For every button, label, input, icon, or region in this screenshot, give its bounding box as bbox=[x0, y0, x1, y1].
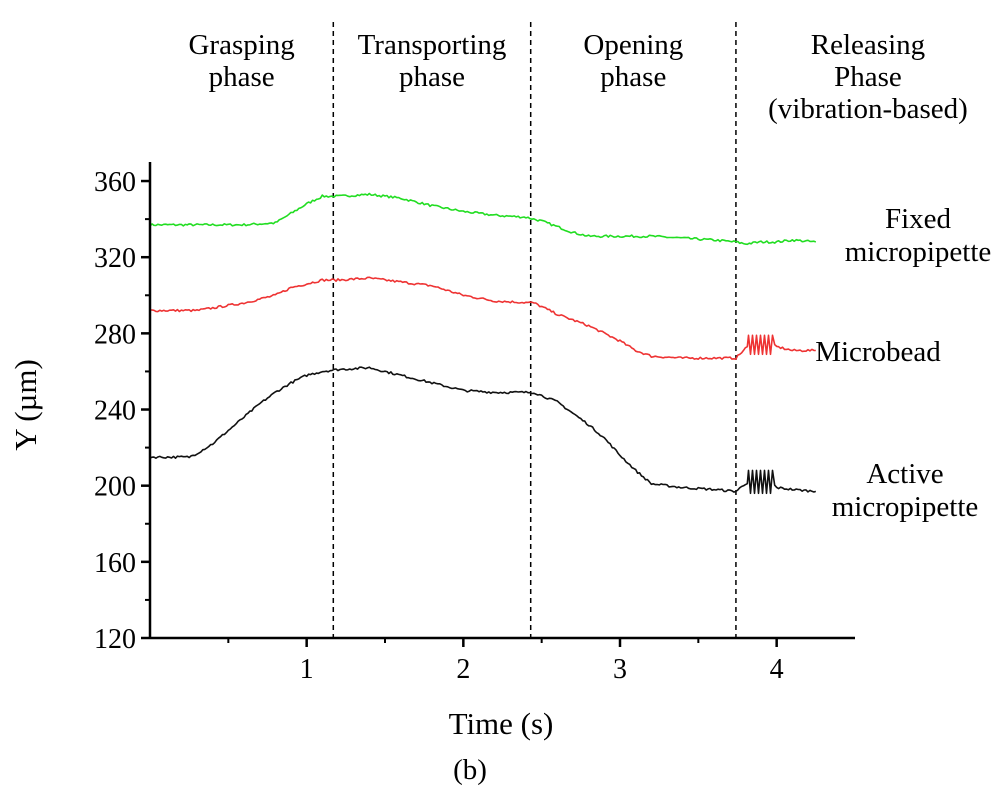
series-line-2 bbox=[149, 366, 817, 495]
phase-label: Releasing bbox=[811, 29, 925, 61]
phase-label: phase bbox=[399, 61, 465, 93]
x-tick-label: 2 bbox=[456, 654, 470, 685]
x-tick-label: 4 bbox=[770, 654, 784, 685]
series-lines bbox=[149, 192, 817, 495]
series-line-1 bbox=[150, 276, 816, 360]
series-label: Microbead bbox=[815, 336, 941, 368]
x-tick-label: 1 bbox=[300, 654, 314, 685]
y-tick-label: 200 bbox=[94, 472, 136, 503]
phase-label: (vibration-based) bbox=[768, 93, 968, 125]
series-labels: FixedmicropipetteMicrobeadActivemicropip… bbox=[815, 203, 991, 523]
phase-label: Opening bbox=[583, 29, 683, 61]
y-tick-label: 160 bbox=[94, 548, 136, 579]
y-tick-label: 280 bbox=[94, 319, 136, 350]
phase-label: phase bbox=[209, 61, 275, 93]
phase-dividers bbox=[332, 22, 737, 638]
phase-label: Transporting bbox=[358, 29, 507, 61]
phase-labels: GraspingphaseTransportingphaseOpeningpha… bbox=[188, 29, 967, 125]
series-label: micropipette bbox=[845, 236, 992, 268]
phase-label: Phase bbox=[834, 61, 902, 93]
tick-labels: 120 160 200 240 280 320 360 1 2 3 4 bbox=[94, 167, 784, 685]
series-label: Active bbox=[866, 458, 943, 490]
x-axis-label: Time (s) bbox=[449, 706, 554, 741]
figure-caption: (b) bbox=[453, 754, 487, 786]
series-label: Fixed bbox=[885, 203, 952, 235]
phase-label: Grasping bbox=[188, 29, 294, 61]
y-tick-label: 320 bbox=[94, 243, 136, 274]
y-tick-label: 240 bbox=[94, 396, 136, 427]
tick-marks bbox=[141, 179, 778, 647]
series-line-0 bbox=[149, 192, 817, 246]
series-label: micropipette bbox=[832, 491, 979, 523]
phase-label: phase bbox=[600, 61, 666, 93]
y-axis-label: Y (µm) bbox=[8, 359, 43, 451]
y-tick-label: 120 bbox=[94, 624, 136, 655]
axes bbox=[148, 162, 855, 640]
x-tick-label: 3 bbox=[613, 654, 627, 685]
y-tick-label: 360 bbox=[94, 167, 136, 198]
